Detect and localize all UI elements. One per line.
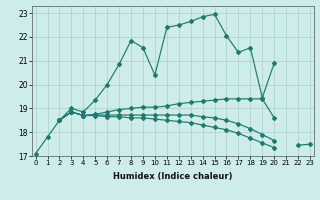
- X-axis label: Humidex (Indice chaleur): Humidex (Indice chaleur): [113, 172, 233, 181]
